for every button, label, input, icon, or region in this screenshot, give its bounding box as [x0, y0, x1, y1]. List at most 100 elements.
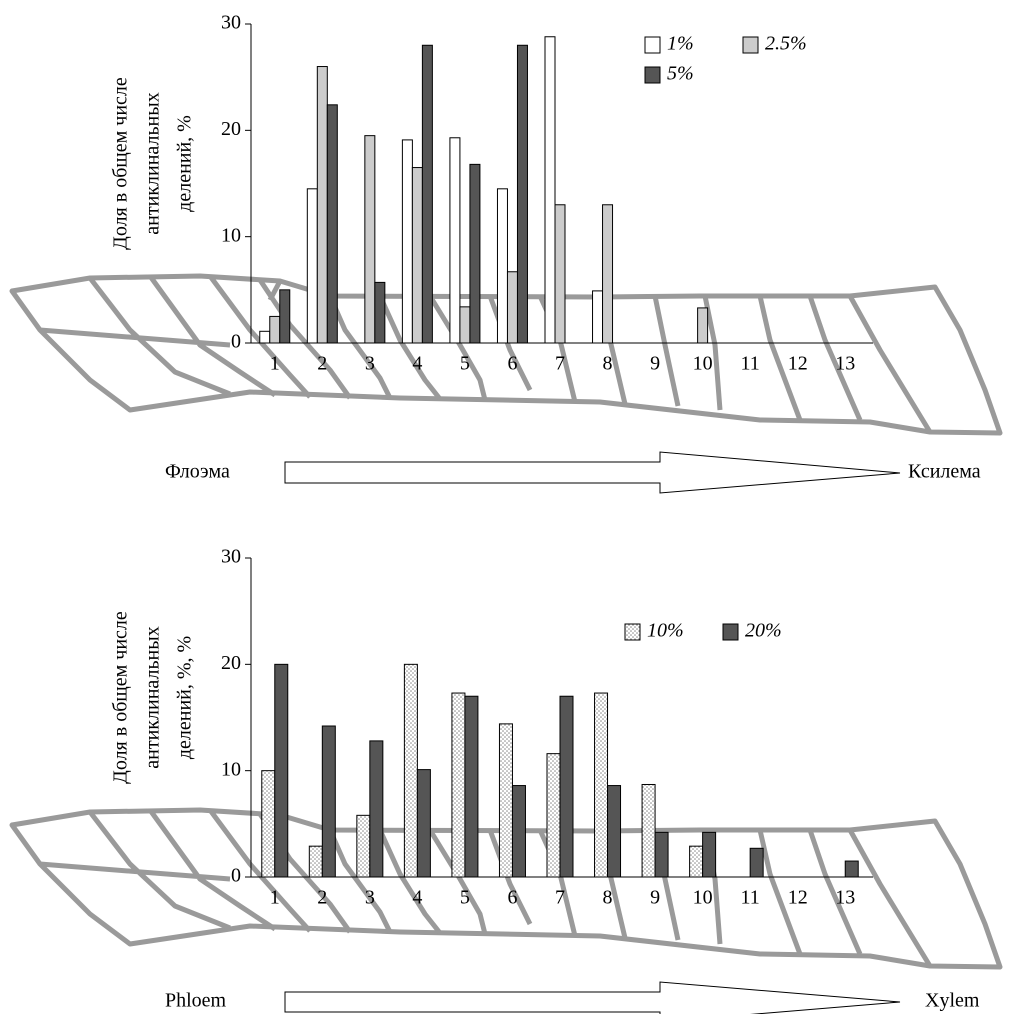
bar: [845, 861, 858, 877]
x-tick-label: 8: [603, 887, 613, 909]
bar: [499, 724, 512, 877]
bar: [422, 45, 432, 343]
bar: [517, 45, 527, 343]
x-tick-label: 10: [693, 353, 713, 375]
y-tick-label: 30: [221, 546, 241, 568]
y-axis-label: Доля в общем числе: [110, 611, 132, 784]
legend-swatch: [743, 37, 758, 53]
bar: [507, 272, 517, 343]
arrow-end-label: Xylem: [925, 990, 980, 1012]
bar: [417, 770, 430, 877]
direction-arrow: [285, 452, 900, 493]
arrow-end-label: Ксилема: [908, 461, 981, 483]
x-tick-label: 2: [317, 887, 327, 909]
bar: [404, 664, 417, 877]
bar: [357, 815, 370, 877]
y-axis-label: делений, %, %: [174, 636, 196, 759]
bar: [470, 164, 480, 343]
bar: [593, 291, 603, 343]
bar: [642, 784, 655, 877]
bar: [262, 771, 275, 877]
x-tick-label: 2: [317, 353, 327, 375]
bar: [307, 189, 317, 343]
legend-label: 10%: [647, 620, 684, 642]
x-tick-label: 5: [460, 887, 470, 909]
bar: [608, 786, 621, 877]
bar: [512, 786, 525, 877]
y-tick-label: 20: [221, 118, 241, 140]
y-tick-label: 10: [221, 758, 241, 780]
y-tick-label: 0: [231, 331, 241, 353]
bar: [280, 290, 290, 343]
x-tick-label: 7: [555, 353, 565, 375]
y-axis-label: делений, %: [174, 115, 196, 212]
legend-label: 1%: [667, 33, 694, 55]
y-axis-label: Доля в общем числе: [110, 77, 132, 250]
x-tick-label: 4: [412, 353, 422, 375]
bar: [465, 696, 478, 877]
bar: [317, 67, 327, 343]
y-axis-label: антиклинальных: [142, 92, 164, 234]
bar: [555, 205, 565, 343]
x-tick-label: 6: [507, 887, 517, 909]
bar: [402, 140, 412, 343]
bar: [497, 189, 507, 343]
x-tick-label: 5: [460, 353, 470, 375]
legend-label: 2.5%: [765, 33, 807, 55]
x-tick-label: 11: [741, 353, 760, 375]
bar: [275, 664, 288, 877]
bar: [309, 846, 322, 877]
y-tick-label: 0: [231, 865, 241, 887]
bar: [603, 205, 613, 343]
direction-arrow: [285, 982, 900, 1014]
bar: [375, 282, 385, 343]
x-tick-label: 13: [835, 353, 855, 375]
bar: [560, 696, 573, 877]
x-tick-label: 9: [650, 887, 660, 909]
bar: [452, 693, 465, 877]
x-tick-label: 1: [270, 887, 280, 909]
x-tick-label: 11: [741, 887, 760, 909]
bar: [703, 832, 716, 877]
x-tick-label: 4: [412, 887, 422, 909]
arrow-start-label: Phloem: [165, 990, 227, 1012]
bar: [450, 138, 460, 343]
y-tick-label: 20: [221, 652, 241, 674]
x-tick-label: 3: [365, 353, 375, 375]
bar: [750, 848, 763, 877]
x-tick-label: 13: [835, 887, 855, 909]
legend-swatch: [645, 67, 660, 83]
bar: [270, 316, 280, 343]
x-tick-label: 9: [650, 353, 660, 375]
arrow-start-label: Флоэма: [165, 461, 230, 483]
x-tick-label: 10: [693, 887, 713, 909]
legend-swatch: [625, 624, 640, 640]
x-tick-label: 1: [270, 353, 280, 375]
bar: [595, 693, 608, 877]
x-tick-label: 3: [365, 887, 375, 909]
bar: [460, 307, 470, 343]
bar: [698, 308, 708, 343]
legend-label: 5%: [667, 63, 694, 85]
bar: [260, 331, 270, 343]
y-tick-label: 10: [221, 224, 241, 246]
legend-swatch: [645, 37, 660, 53]
figure: Флоэма Ксилема Phloem Xylem 0102030Доля …: [0, 0, 1015, 1014]
x-tick-label: 12: [788, 353, 808, 375]
x-tick-label: 8: [603, 353, 613, 375]
y-tick-label: 30: [221, 12, 241, 34]
bar: [655, 832, 668, 877]
x-tick-label: 7: [555, 887, 565, 909]
bar: [690, 846, 703, 877]
bar: [370, 741, 383, 877]
bar: [412, 168, 422, 343]
bar: [545, 37, 555, 343]
bar: [327, 105, 337, 343]
y-axis-label: антиклинальных: [142, 626, 164, 768]
x-tick-label: 6: [507, 353, 517, 375]
legend-swatch: [723, 624, 738, 640]
legend-label: 20%: [745, 620, 782, 642]
x-tick-label: 12: [788, 887, 808, 909]
bar: [365, 136, 375, 343]
bar: [322, 726, 335, 877]
